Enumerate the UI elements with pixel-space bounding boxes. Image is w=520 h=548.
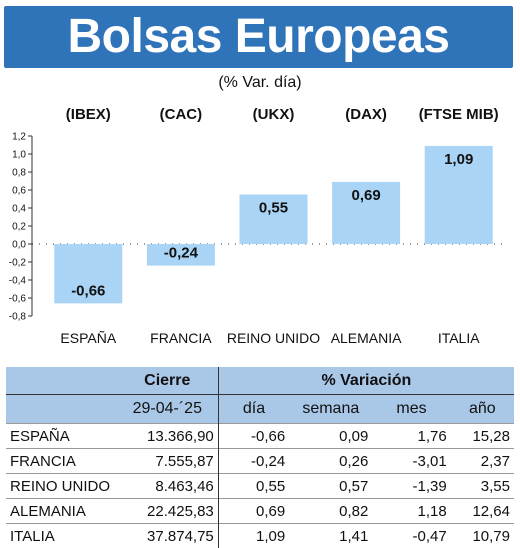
col-dia: día bbox=[218, 395, 289, 424]
col-semana: semana bbox=[289, 395, 372, 424]
data-label: 1,09 bbox=[444, 151, 473, 168]
y-tick-label: 1,2 bbox=[12, 132, 26, 143]
y-tick-label: 0,6 bbox=[12, 186, 26, 197]
cierre-cell: 37.874,75 bbox=[117, 524, 218, 548]
ano-cell: 15,28 bbox=[451, 424, 514, 449]
y-tick-label: 0,4 bbox=[12, 204, 26, 215]
dia-cell: -0,24 bbox=[218, 449, 289, 474]
col-mes: mes bbox=[372, 395, 450, 424]
dia-cell: 1,09 bbox=[218, 524, 289, 548]
table-group-header-row: Cierre % Variación bbox=[6, 367, 514, 395]
bar-chart: 1,2 1,0 0,8 0,6 0,4 0,2 0,0 -0,2 -0,4 -0,6 -0,8 -0,… bbox=[0, 98, 520, 358]
data-label: 0,55 bbox=[259, 200, 288, 217]
category-label: REINO UNIDO bbox=[227, 330, 320, 346]
y-tick-label: 1,0 bbox=[12, 150, 26, 161]
table-corner bbox=[6, 367, 117, 395]
mes-cell: 1,18 bbox=[372, 499, 450, 524]
category-label: ESPAÑA bbox=[60, 330, 116, 346]
y-tick-label: 0,8 bbox=[12, 168, 26, 179]
data-label: -0,66 bbox=[71, 282, 105, 299]
mes-cell: 1,76 bbox=[372, 424, 450, 449]
semana-cell: 0,26 bbox=[289, 449, 372, 474]
cierre-cell: 13.366,90 bbox=[117, 424, 218, 449]
index-label: (UKX) bbox=[253, 106, 295, 123]
cierre-cell: 7.555,87 bbox=[117, 449, 218, 474]
y-tick-label: -0,2 bbox=[9, 258, 27, 269]
y-tick-label: 0,0 bbox=[12, 240, 26, 251]
semana-cell: 1,41 bbox=[289, 524, 372, 548]
header-variacion: % Variación bbox=[218, 367, 514, 395]
mes-cell: -0,47 bbox=[372, 524, 450, 548]
country-cell: ALEMANIA bbox=[6, 499, 117, 524]
y-tick-label: -0,6 bbox=[9, 294, 27, 305]
semana-cell: 0,09 bbox=[289, 424, 372, 449]
chart-title: Bolsas Europeas bbox=[4, 8, 513, 66]
table-corner-2 bbox=[6, 395, 117, 424]
header-cierre: Cierre bbox=[117, 367, 218, 395]
col-ano: año bbox=[451, 395, 514, 424]
data-label: -0,24 bbox=[164, 245, 199, 262]
dia-cell: 0,55 bbox=[218, 474, 289, 499]
country-cell: ESPAÑA bbox=[6, 424, 117, 449]
category-label: FRANCIA bbox=[150, 330, 212, 346]
mes-cell: -1,39 bbox=[372, 474, 450, 499]
y-tick-label: -0,4 bbox=[9, 276, 27, 287]
country-cell: FRANCIA bbox=[6, 449, 117, 474]
index-label: (FTSE MIB) bbox=[419, 106, 499, 123]
semana-cell: 0,82 bbox=[289, 499, 372, 524]
col-date: 29-04-´25 bbox=[117, 395, 218, 424]
semana-cell: 0,57 bbox=[289, 474, 372, 499]
ano-cell: 2,37 bbox=[451, 449, 514, 474]
cierre-cell: 22.425,83 bbox=[117, 499, 218, 524]
dia-cell: -0,66 bbox=[218, 424, 289, 449]
mes-cell: -3,01 bbox=[372, 449, 450, 474]
data-label: 0,69 bbox=[351, 187, 380, 204]
y-tick-label: -0,8 bbox=[9, 312, 27, 323]
market-table-grid: Cierre % Variación 29-04-´25 día semana … bbox=[6, 367, 514, 548]
chart-subtitle: (% Var. día) bbox=[0, 74, 520, 92]
country-cell: REINO UNIDO bbox=[6, 474, 117, 499]
market-table: Cierre % Variación 29-04-´25 día semana … bbox=[6, 367, 514, 542]
index-label: (DAX) bbox=[345, 106, 387, 123]
dia-cell: 0,69 bbox=[218, 499, 289, 524]
ano-cell: 10,79 bbox=[451, 524, 514, 548]
country-cell: ITALIA bbox=[6, 524, 117, 548]
category-label: ITALIA bbox=[438, 330, 480, 346]
table-column-header-row: 29-04-´25 día semana mes año bbox=[6, 395, 514, 424]
index-label: (CAC) bbox=[160, 106, 203, 123]
ano-cell: 3,55 bbox=[451, 474, 514, 499]
title-banner: Bolsas Europeas bbox=[4, 6, 513, 68]
y-tick-label: 0,2 bbox=[12, 222, 26, 233]
ano-cell: 12,64 bbox=[451, 499, 514, 524]
index-label: (IBEX) bbox=[66, 106, 111, 123]
cierre-cell: 8.463,46 bbox=[117, 474, 218, 499]
category-label: ALEMANIA bbox=[331, 330, 402, 346]
